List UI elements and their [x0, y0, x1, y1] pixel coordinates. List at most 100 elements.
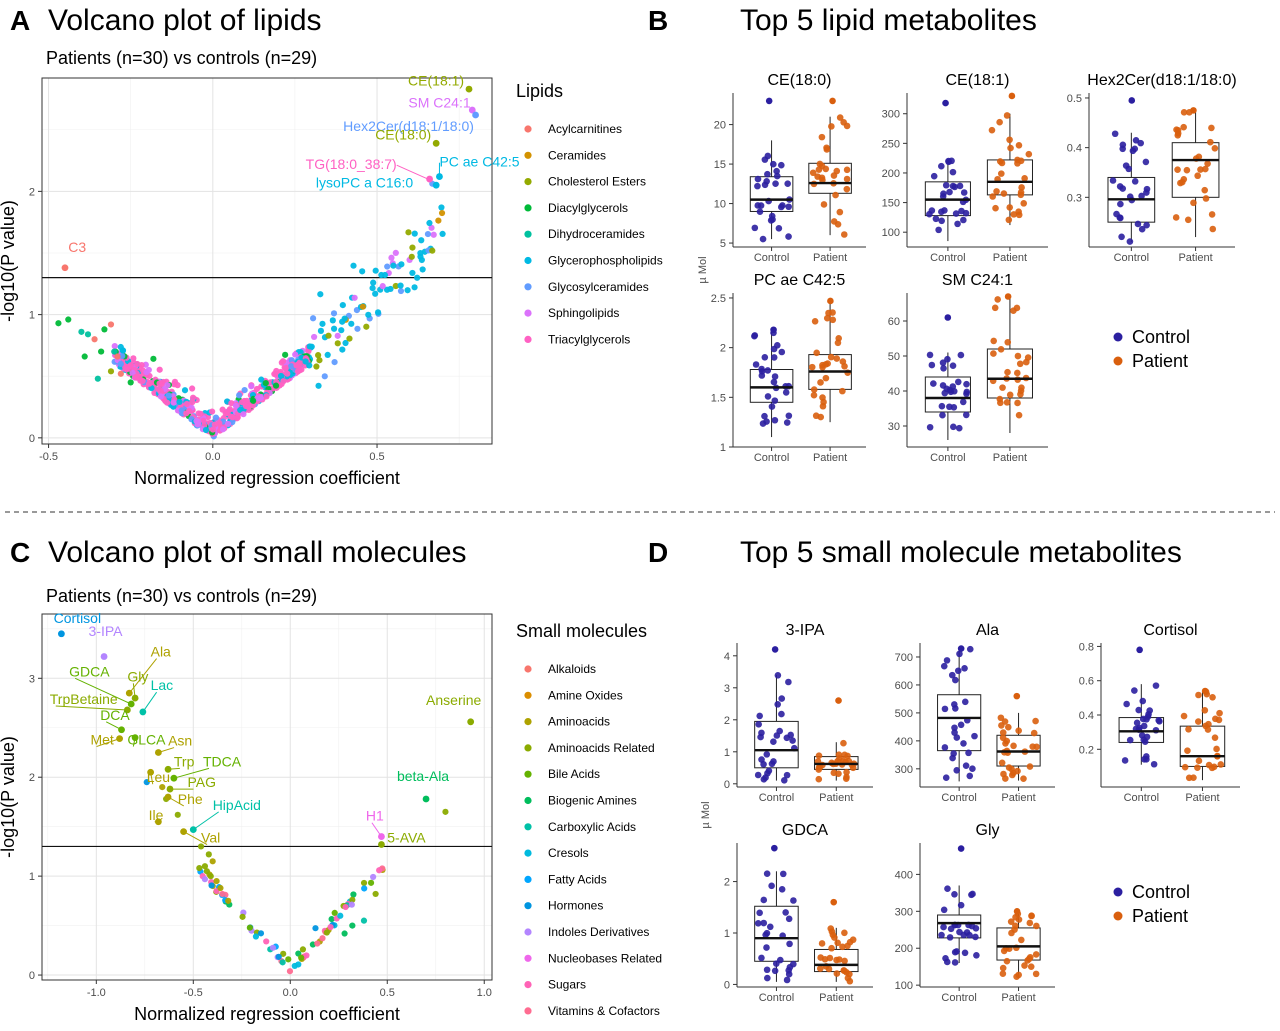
data-point	[778, 348, 786, 356]
data-point	[119, 352, 126, 360]
x-tick-label: Control	[1124, 792, 1159, 804]
data-point	[764, 367, 772, 374]
data-point	[954, 667, 962, 675]
legend-item: Dihydroceramides	[548, 227, 645, 241]
panel-letter-b: B	[648, 5, 668, 36]
data-point	[189, 399, 196, 406]
point-label: CE(18:1)	[408, 72, 464, 88]
point-label: DCA	[100, 707, 130, 723]
x-tick-label: Control	[1114, 252, 1149, 264]
legend-item: Sugars	[548, 978, 586, 992]
legend-item: Indoles Derivatives	[548, 925, 649, 939]
data-point	[275, 953, 282, 960]
data-point	[1004, 338, 1012, 346]
data-point	[337, 912, 344, 919]
box	[1171, 142, 1220, 198]
data-point	[372, 890, 379, 898]
labeled-data-point	[180, 828, 187, 836]
boxplot-panel	[903, 92, 1048, 251]
data-point	[823, 146, 831, 153]
data-point	[183, 400, 190, 408]
data-point	[940, 923, 947, 931]
data-point	[245, 403, 252, 410]
data-point	[756, 909, 763, 917]
data-point	[926, 423, 934, 431]
x-tick-label: 1.0	[477, 987, 492, 999]
data-point	[240, 411, 247, 418]
data-point	[111, 348, 118, 355]
panel-letter-c: C	[10, 537, 30, 568]
data-point	[1150, 760, 1158, 768]
data-point	[825, 309, 832, 317]
boxplot-panel	[729, 293, 866, 451]
legend-item: Triacylglycerols	[548, 332, 630, 346]
x-tick-label: Control	[754, 252, 789, 264]
data-point	[1111, 130, 1119, 138]
label-leader	[158, 747, 175, 753]
data-point	[1010, 769, 1017, 777]
data-point	[1142, 158, 1150, 166]
y-axis-label: -log10(P value)	[0, 736, 18, 858]
data-point	[248, 383, 255, 390]
y-tick-label: 50	[888, 351, 900, 363]
data-point	[1209, 225, 1217, 233]
data-point	[942, 774, 950, 782]
x-tick-label: Patient	[819, 792, 853, 804]
legend-swatch	[524, 151, 532, 159]
legend-item: Control	[1132, 327, 1190, 347]
data-point	[773, 342, 781, 349]
data-point	[1143, 733, 1151, 741]
data-point	[1207, 138, 1214, 146]
data-point	[827, 925, 835, 932]
data-point	[961, 698, 969, 706]
data-point	[107, 321, 115, 328]
data-point	[813, 349, 820, 357]
data-point	[1004, 368, 1011, 376]
data-point	[775, 225, 783, 232]
y-tick-label: 0	[29, 433, 35, 445]
data-point	[257, 395, 264, 402]
legend-swatch	[524, 823, 532, 831]
data-point	[1155, 717, 1162, 724]
data-point	[840, 231, 848, 238]
legend-swatch	[524, 849, 532, 857]
data-point	[754, 771, 762, 779]
data-point	[785, 915, 793, 923]
data-point	[1109, 177, 1117, 184]
point-label: lysoPC a C16:0	[316, 175, 413, 191]
y-tick-label: 2	[29, 186, 35, 198]
data-point	[968, 891, 975, 899]
data-point	[778, 710, 785, 718]
data-point	[935, 226, 942, 234]
data-point	[1018, 936, 1025, 944]
data-point	[282, 351, 289, 358]
data-point	[759, 420, 767, 427]
data-point	[763, 966, 771, 974]
data-point	[339, 302, 346, 309]
data-point	[942, 955, 949, 962]
data-point	[811, 317, 819, 325]
legend-item: Biogenic Amines	[548, 794, 637, 808]
data-point	[1008, 929, 1015, 937]
label-leader	[55, 705, 128, 711]
x-tick-label: -0.5	[184, 987, 203, 999]
data-point	[829, 97, 836, 105]
data-point	[999, 964, 1007, 972]
x-tick-label: 0.0	[205, 451, 220, 463]
boxplot-title: CE(18:0)	[767, 72, 831, 89]
labeled-data-point	[61, 264, 69, 272]
data-point	[778, 695, 786, 702]
data-point	[1026, 953, 1034, 961]
legend-swatch	[524, 125, 532, 133]
panel-subtitle-a: Patients (n=30) vs controls (n=29)	[46, 48, 317, 68]
data-point	[272, 382, 280, 389]
y-tick-label: 1	[720, 442, 726, 454]
data-point	[754, 175, 762, 183]
data-point	[822, 374, 830, 382]
data-point	[219, 890, 226, 898]
data-point	[754, 920, 762, 927]
data-point	[1118, 233, 1125, 241]
x-tick-label: -1.0	[87, 987, 106, 999]
y-tick-label: 2.5	[711, 293, 726, 305]
x-tick-label: Patient	[1185, 792, 1219, 804]
